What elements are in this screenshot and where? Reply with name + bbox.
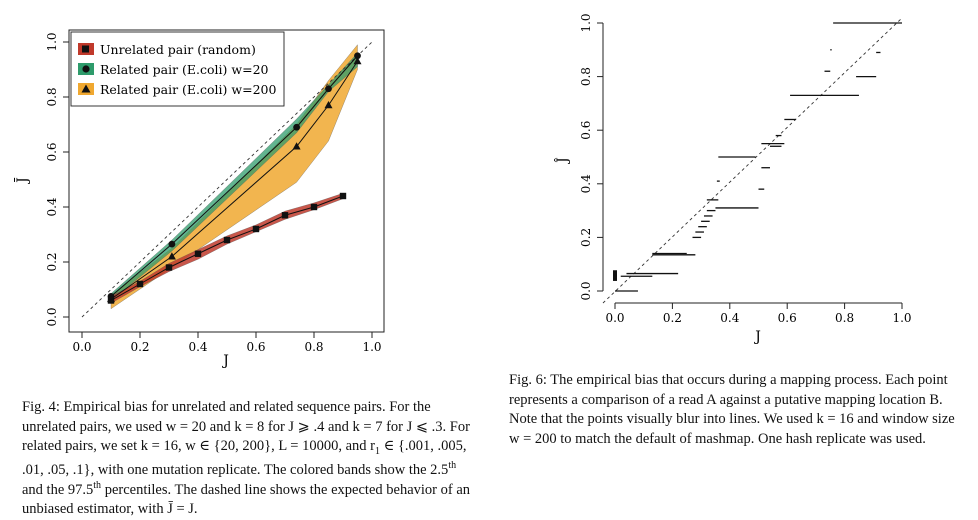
figure-4-chart: 0.0 0.2 0.4 0.6 0.8 1.0 0.00.20.40.60.81.0 J …	[13, 29, 385, 369]
figure-4-y-axis: 0.0 0.2 0.4 0.6 0.8 1.0	[45, 32, 70, 327]
figure-4-x-axis-label: J	[221, 353, 229, 369]
unbiased-reference-line	[81, 41, 373, 318]
y-tick-label: 0.0	[579, 281, 593, 300]
y-tick-label: 0.0	[45, 307, 59, 326]
figure-6-caption: Fig. 6: The empirical bias that occurs d…	[509, 372, 955, 447]
data-point	[136, 280, 144, 288]
y-tick-label: 1.0	[579, 13, 593, 32]
x-tick-label: 0.0	[605, 311, 624, 325]
x-tick-label: 0.4	[720, 311, 739, 325]
x-tick-label: 0.8	[304, 340, 323, 354]
data-point	[165, 264, 173, 271]
figure-6-y-axis: 0.0 0.2 0.4 0.6 0.8 1.0	[579, 13, 604, 301]
data-point	[281, 212, 289, 219]
figure-6-x-axis: 0.0 0.2 0.4 0.6 0.8 1.0	[605, 302, 912, 325]
square-marker-icon	[82, 45, 89, 53]
x-tick-label: 0.6	[778, 311, 797, 325]
circle-marker-icon	[82, 65, 90, 73]
data-point	[167, 252, 176, 260]
y-tick-label: 0.2	[579, 228, 593, 247]
legend-label-unrelated: Unrelated pair (random)	[100, 42, 256, 57]
data-point	[613, 276, 617, 281]
data-point	[613, 270, 617, 275]
y-tick-label: 0.8	[579, 67, 593, 86]
x-tick-label: 0.4	[188, 340, 207, 354]
data-point	[354, 52, 361, 60]
x-tick-label: 0.2	[663, 311, 682, 325]
data-point	[107, 294, 115, 303]
x-tick-label: 1.0	[892, 311, 911, 325]
y-tick-label: 0.4	[45, 197, 59, 216]
figure-4-legend: Unrelated pair (random) Related pair (E.…	[70, 31, 285, 107]
figure-6-chart: 0.0 0.2 0.4 0.6 0.8 1.0 0.00.20.40.60.81.0 J …	[553, 13, 912, 345]
data-point	[292, 142, 301, 150]
data-point	[194, 250, 202, 257]
data-point	[168, 240, 176, 248]
y-tick-label: 0.2	[45, 252, 59, 271]
figure-4-x-axis: 0.0 0.2 0.4 0.6 0.8 1.0	[72, 331, 382, 354]
y-tick-label: 0.8	[45, 87, 59, 106]
data-point	[353, 57, 362, 65]
data-point	[339, 192, 347, 200]
y-tick-label: 0.6	[45, 142, 59, 161]
figure-4-plot-area	[68, 29, 385, 333]
legend-label-w200: Related pair (E.coli) w=200	[100, 82, 276, 97]
data-point	[310, 203, 318, 211]
x-tick-label: 0.8	[835, 311, 854, 325]
data-point	[293, 123, 300, 131]
y-tick-label: 0.6	[579, 121, 593, 140]
x-tick-label: 0.2	[130, 340, 149, 354]
x-tick-label: 0.0	[72, 340, 91, 354]
triangle-marker-icon	[81, 84, 91, 93]
figure-6-y-axis-label: Ĵ	[553, 157, 571, 165]
y-tick-label: 0.4	[579, 174, 593, 193]
legend-label-w20: Related pair (E.coli) w=20	[100, 62, 269, 77]
data-point	[324, 101, 333, 109]
data-point	[325, 85, 332, 93]
data-point	[613, 274, 617, 279]
y-tick-label: 1.0	[45, 32, 59, 51]
figure-6-plot-area	[602, 17, 903, 304]
data-point	[252, 225, 260, 233]
x-tick-label: 1.0	[362, 340, 381, 354]
data-point	[223, 236, 231, 244]
figure-4-caption: Fig. 4: Empirical bias for unrelated and…	[22, 399, 471, 518]
unbiased-reference-line	[602, 17, 903, 304]
figure-6-x-axis-label: J	[753, 329, 761, 345]
figure-4-y-axis-label: J̄	[13, 177, 31, 185]
x-tick-label: 0.6	[246, 340, 265, 354]
